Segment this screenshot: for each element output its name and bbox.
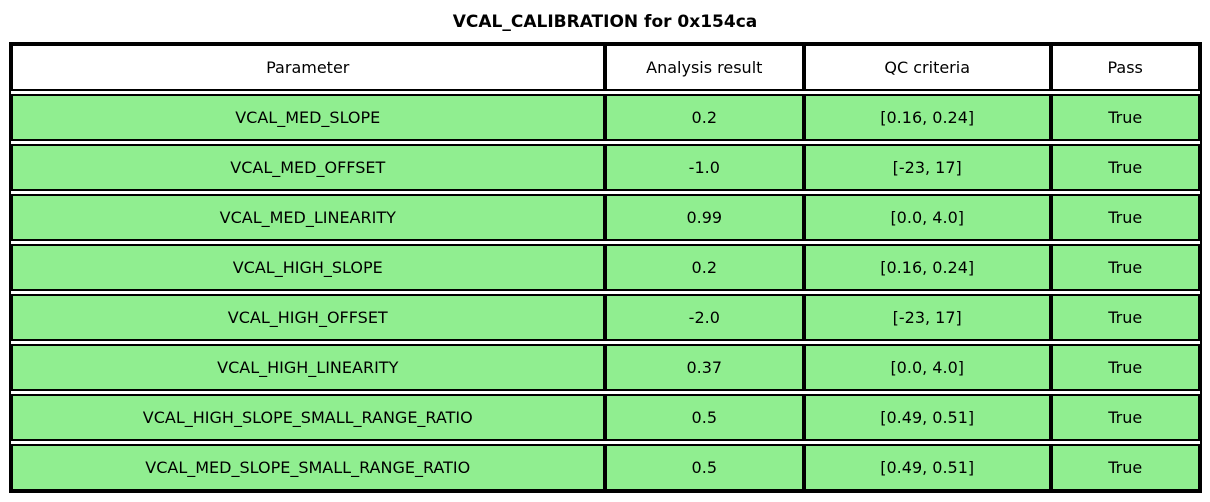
- analysis-result-cell: -2.0: [605, 294, 804, 341]
- qc-criteria-cell: [0.16, 0.24]: [803, 94, 1051, 141]
- pass-cell: True: [1050, 194, 1200, 241]
- qc-criteria-cell: [0.49, 0.51]: [803, 444, 1051, 491]
- table-row: VCAL_HIGH_SLOPE 0.2 [0.16, 0.24] True: [10, 244, 1200, 291]
- table-row: VCAL_HIGH_LINEARITY 0.37 [0.0, 4.0] True: [10, 344, 1200, 391]
- parameter-cell: VCAL_MED_LINEARITY: [10, 194, 605, 241]
- col-header-qc-criteria: QC criteria: [803, 44, 1051, 91]
- pass-cell: True: [1050, 344, 1200, 391]
- col-header-analysis-result: Analysis result: [605, 44, 804, 91]
- table-body: VCAL_MED_SLOPE 0.2 [0.16, 0.24] True VCAL_ME…: [10, 94, 1200, 491]
- col-header-parameter: Parameter: [10, 44, 605, 91]
- analysis-result-cell: 0.5: [605, 444, 804, 491]
- parameter-cell: VCAL_MED_SLOPE: [10, 94, 605, 141]
- parameter-cell: VCAL_MED_SLOPE_SMALL_RANGE_RATIO: [10, 444, 605, 491]
- parameter-cell: VCAL_MED_OFFSET: [10, 144, 605, 191]
- table-row: VCAL_HIGH_OFFSET -2.0 [-23, 17] True: [10, 294, 1200, 341]
- col-header-pass: Pass: [1050, 44, 1200, 91]
- parameter-cell: VCAL_HIGH_OFFSET: [10, 294, 605, 341]
- pass-cell: True: [1050, 144, 1200, 191]
- analysis-result-cell: 0.2: [605, 94, 804, 141]
- pass-cell: True: [1050, 394, 1200, 441]
- qc-criteria-cell: [-23, 17]: [803, 294, 1051, 341]
- parameter-cell: VCAL_HIGH_LINEARITY: [10, 344, 605, 391]
- parameter-cell: VCAL_HIGH_SLOPE_SMALL_RANGE_RATIO: [10, 394, 605, 441]
- analysis-result-cell: 0.99: [605, 194, 804, 241]
- table-row: VCAL_MED_SLOPE_SMALL_RANGE_RATIO 0.5 [0.49…: [10, 444, 1200, 491]
- table-row: VCAL_MED_SLOPE 0.2 [0.16, 0.24] True: [10, 94, 1200, 141]
- pass-cell: True: [1050, 294, 1200, 341]
- qc-criteria-cell: [0.0, 4.0]: [803, 344, 1051, 391]
- qc-criteria-cell: [0.0, 4.0]: [803, 194, 1051, 241]
- analysis-result-cell: -1.0: [605, 144, 804, 191]
- pass-cell: True: [1050, 244, 1200, 291]
- pass-cell: True: [1050, 444, 1200, 491]
- qc-criteria-cell: [0.49, 0.51]: [803, 394, 1051, 441]
- analysis-result-cell: 0.2: [605, 244, 804, 291]
- parameter-cell: VCAL_HIGH_SLOPE: [10, 244, 605, 291]
- qc-results-table: Parameter Analysis result QC criteria Pa…: [10, 44, 1200, 491]
- figure-title: VCAL_CALIBRATION for 0x154ca: [452, 12, 758, 32]
- table-row: VCAL_MED_OFFSET -1.0 [-23, 17] True: [10, 144, 1200, 191]
- qc-table-frame: Parameter Analysis result QC criteria Pa…: [8, 42, 1202, 493]
- analysis-result-cell: 0.37: [605, 344, 804, 391]
- qc-criteria-cell: [-23, 17]: [803, 144, 1051, 191]
- table-row: VCAL_MED_LINEARITY 0.99 [0.0, 4.0] True: [10, 194, 1200, 241]
- qc-criteria-cell: [0.16, 0.24]: [803, 244, 1051, 291]
- analysis-result-cell: 0.5: [605, 394, 804, 441]
- header-row: Parameter Analysis result QC criteria Pa…: [10, 44, 1200, 91]
- pass-cell: True: [1050, 94, 1200, 141]
- table-row: VCAL_HIGH_SLOPE_SMALL_RANGE_RATIO 0.5 [0.4…: [10, 394, 1200, 441]
